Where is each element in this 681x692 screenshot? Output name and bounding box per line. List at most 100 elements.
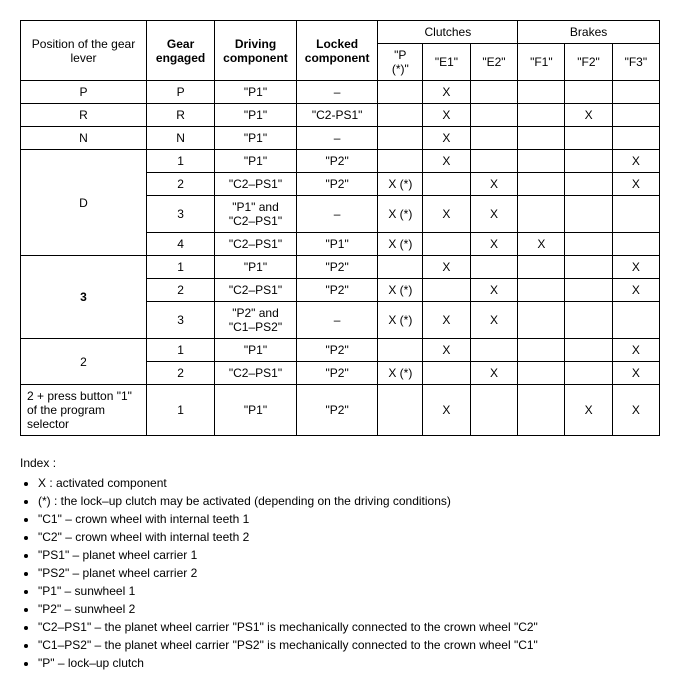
index-item: "P" – lock–up clutch — [38, 654, 660, 672]
table-head: Position of the gear lever Gear engaged … — [21, 21, 660, 81]
cell-p — [378, 150, 423, 173]
table-row: 2 + press button "1" of the program sele… — [21, 385, 660, 436]
cell-lock: "P2" — [296, 150, 378, 173]
cell-lock: "P2" — [296, 256, 378, 279]
cell-f2 — [565, 173, 612, 196]
cell-e2 — [470, 81, 518, 104]
cell-drv: "P1" — [215, 256, 297, 279]
cell-f2 — [565, 256, 612, 279]
cell-f3 — [612, 196, 659, 233]
cell-f3 — [612, 127, 659, 150]
cell-gear: 4 — [147, 233, 215, 256]
cell-f2 — [565, 150, 612, 173]
cell-lock: "P1" — [296, 233, 378, 256]
index-item: "C2" – crown wheel with internal teeth 2 — [38, 528, 660, 546]
cell-f3: X — [612, 385, 659, 436]
th-e1: "E1" — [423, 44, 471, 81]
cell-position: 2 — [21, 339, 147, 385]
cell-p — [378, 104, 423, 127]
cell-e2 — [470, 127, 518, 150]
table-row: 21"P1""P2"XX — [21, 339, 660, 362]
index-item: (*) : the lock–up clutch may be activate… — [38, 492, 660, 510]
th-e2: "E2" — [470, 44, 518, 81]
cell-drv: "P1" — [215, 81, 297, 104]
cell-drv: "P1" — [215, 150, 297, 173]
cell-drv: "P2" and "C1–PS2" — [215, 302, 297, 339]
th-driving: Driving component — [215, 21, 297, 81]
cell-p — [378, 339, 423, 362]
index-item: "C2–PS1" – the planet wheel carrier "PS1… — [38, 618, 660, 636]
cell-position: P — [21, 81, 147, 104]
cell-p: X (*) — [378, 233, 423, 256]
th-f1: "F1" — [518, 44, 565, 81]
cell-f2 — [565, 279, 612, 302]
table-row: NN"P1"–X — [21, 127, 660, 150]
index-item: X : activated component — [38, 474, 660, 492]
cell-f3: X — [612, 173, 659, 196]
cell-lock: "C2-PS1" — [296, 104, 378, 127]
cell-e1: X — [423, 150, 471, 173]
th-brakes: Brakes — [518, 21, 660, 44]
cell-position: N — [21, 127, 147, 150]
table-body: PP"P1"–XRR"P1""C2-PS1"XXNN"P1"–XD1"P1""P… — [21, 81, 660, 436]
cell-f2: X — [565, 104, 612, 127]
cell-e1: X — [423, 302, 471, 339]
cell-f3 — [612, 104, 659, 127]
cell-position: 2 + press button "1" of the program sele… — [21, 385, 147, 436]
cell-drv: "C2–PS1" — [215, 362, 297, 385]
index-item: "PS2" – planet wheel carrier 2 — [38, 564, 660, 582]
index-item: "P1" – sunwheel 1 — [38, 582, 660, 600]
index-title: Index : — [20, 454, 660, 472]
cell-gear: 1 — [147, 339, 215, 362]
cell-f1 — [518, 173, 565, 196]
cell-e1 — [423, 279, 471, 302]
th-f2: "F2" — [565, 44, 612, 81]
cell-e1: X — [423, 127, 471, 150]
cell-e2 — [470, 104, 518, 127]
cell-e1: X — [423, 385, 471, 436]
cell-p: X (*) — [378, 279, 423, 302]
cell-e1: X — [423, 339, 471, 362]
cell-gear: 1 — [147, 150, 215, 173]
cell-e1: X — [423, 196, 471, 233]
cell-f1: X — [518, 233, 565, 256]
cell-lock: – — [296, 127, 378, 150]
cell-p — [378, 81, 423, 104]
index-item: "C1–PS2" – the planet wheel carrier "PS2… — [38, 636, 660, 654]
cell-f2 — [565, 302, 612, 339]
cell-f3 — [612, 81, 659, 104]
cell-f3: X — [612, 150, 659, 173]
cell-f1 — [518, 256, 565, 279]
cell-p — [378, 385, 423, 436]
cell-gear: R — [147, 104, 215, 127]
th-pclutch: "P (*)" — [378, 44, 423, 81]
cell-drv: "C2–PS1" — [215, 173, 297, 196]
cell-drv: "P1" and "C2–PS1" — [215, 196, 297, 233]
cell-gear: 2 — [147, 173, 215, 196]
cell-p — [378, 127, 423, 150]
cell-e1 — [423, 362, 471, 385]
cell-drv: "C2–PS1" — [215, 233, 297, 256]
cell-f3 — [612, 233, 659, 256]
th-locked: Locked component — [296, 21, 378, 81]
cell-f2 — [565, 127, 612, 150]
cell-lock: "P2" — [296, 279, 378, 302]
cell-e2: X — [470, 362, 518, 385]
cell-position: R — [21, 104, 147, 127]
cell-lock: – — [296, 302, 378, 339]
cell-p: X (*) — [378, 196, 423, 233]
cell-drv: "C2–PS1" — [215, 279, 297, 302]
cell-e2 — [470, 385, 518, 436]
cell-f1 — [518, 104, 565, 127]
cell-e1: X — [423, 104, 471, 127]
cell-f2 — [565, 339, 612, 362]
cell-f2 — [565, 196, 612, 233]
cell-drv: "P1" — [215, 339, 297, 362]
table-row: 31"P1""P2"XX — [21, 256, 660, 279]
cell-f2 — [565, 81, 612, 104]
cell-e1 — [423, 233, 471, 256]
cell-f1 — [518, 302, 565, 339]
cell-drv: "P1" — [215, 127, 297, 150]
cell-e1: X — [423, 256, 471, 279]
th-f3: "F3" — [612, 44, 659, 81]
